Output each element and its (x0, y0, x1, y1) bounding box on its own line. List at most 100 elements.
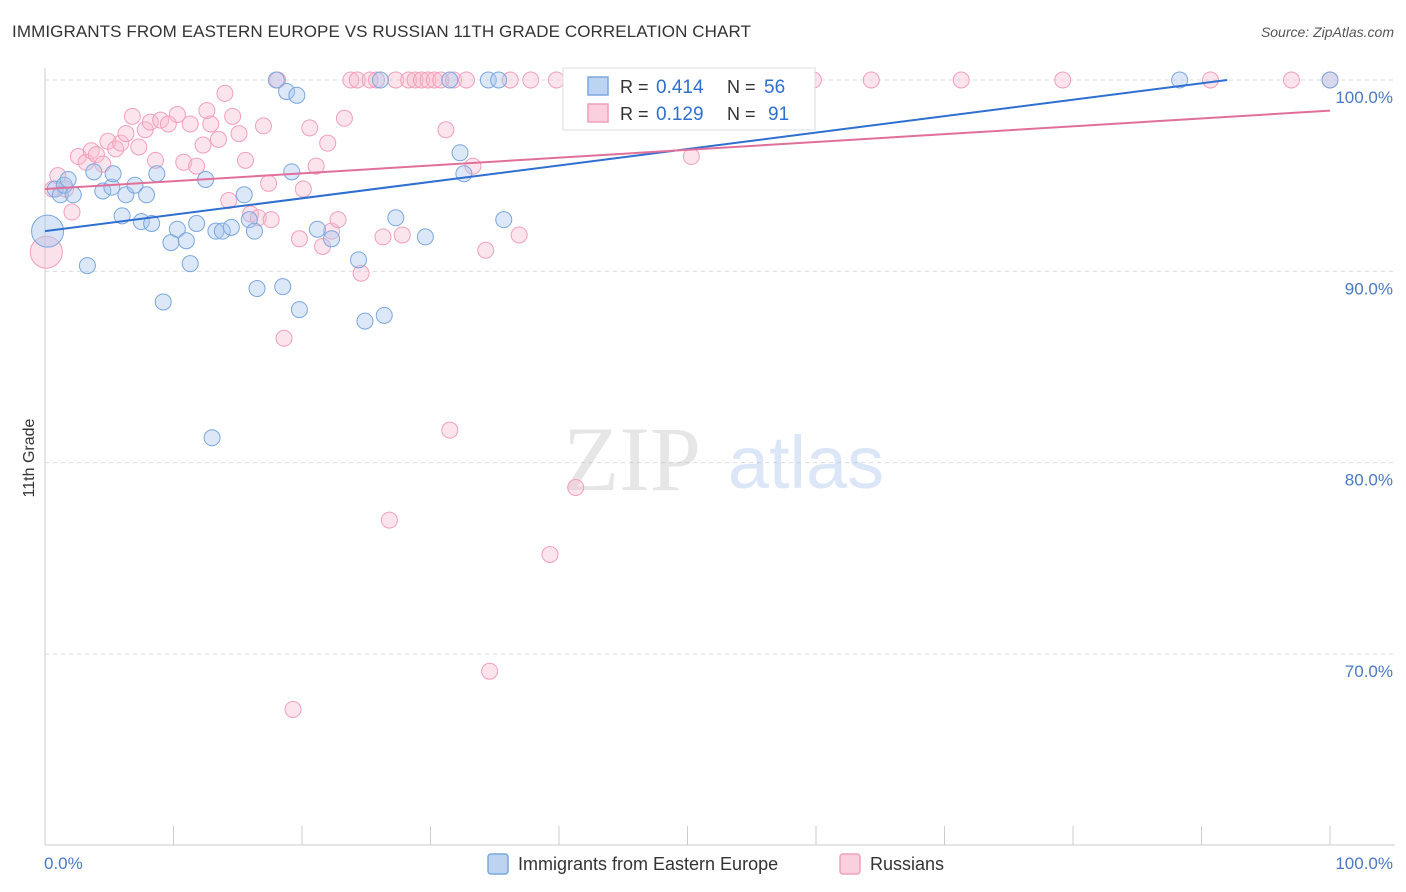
eastern-europe-point-12 (117, 186, 135, 204)
bottom-legend-label-pink: Russians (870, 854, 944, 874)
russians-point-29 (216, 84, 234, 102)
eastern-europe-point-9 (103, 178, 121, 196)
russians-point-26 (198, 102, 216, 120)
watermark: ZIP atlas (563, 408, 884, 510)
russians-trend-line (44, 109, 1331, 191)
eastern-europe-point-44 (375, 306, 393, 324)
x-tick-label-1: 100.0% (1335, 854, 1393, 873)
russians-point-24 (188, 157, 206, 175)
legend-r-value-pink: 0.129 (656, 104, 704, 125)
eastern-europe-point-35 (278, 82, 296, 100)
russians-point-37 (260, 174, 278, 192)
russians-point-68 (445, 71, 463, 89)
y-tick-labels: 100.0% 90.0% 80.0% 70.0% (1335, 88, 1393, 681)
legend-n-value-pink: 91 (768, 104, 789, 125)
russians-point-13 (117, 125, 135, 143)
chart-title: IMMIGRANTS FROM EASTERN EUROPE VS RUSSIA… (12, 22, 752, 41)
russians-point-67 (441, 421, 459, 439)
russians-point-54 (361, 71, 379, 89)
russians-point-51 (342, 71, 360, 89)
russians-point-71 (477, 241, 495, 259)
eastern-europe-point-37 (288, 86, 306, 104)
russians-point-65 (432, 71, 450, 89)
russians-point-41 (284, 700, 302, 718)
eastern-europe-point-4 (59, 170, 77, 188)
eastern-europe-point-21 (177, 232, 195, 250)
russians-point-31 (224, 107, 242, 125)
russians-point-77 (547, 71, 565, 89)
eastern-europe-point-38 (290, 301, 308, 319)
russians-point-25 (194, 136, 212, 154)
russians-point-57 (380, 511, 398, 529)
x-tick-label-0: 0.0% (44, 854, 83, 873)
russians-point-64 (425, 71, 443, 89)
eastern-europe-point-36 (283, 163, 301, 181)
legend-n-value-blue: 56 (764, 77, 785, 98)
eastern-europe-point-47 (441, 71, 459, 89)
y-axis-label: 11th Grade (21, 418, 38, 497)
russians-point-8 (87, 146, 105, 164)
bottom-legend-swatch-blue (487, 853, 509, 875)
eastern-europe-point-52 (495, 211, 513, 229)
russians-point-58 (387, 71, 405, 89)
russians-point-43 (294, 180, 312, 198)
russians-point-76 (541, 546, 559, 564)
eastern-europe-point-2 (51, 186, 69, 204)
russians-point-49 (329, 211, 347, 229)
russians-point-53 (352, 264, 370, 282)
russians-point-34 (242, 205, 260, 223)
eastern-europe-point-28 (222, 218, 240, 236)
russians-point-14 (123, 107, 141, 125)
eastern-europe-point-43 (371, 71, 389, 89)
bottom-legend-swatch-pink (839, 853, 861, 875)
y-tick-label-1: 90.0% (1345, 279, 1393, 298)
russians-point-61 (406, 71, 424, 89)
watermark-zip: ZIP (563, 408, 701, 510)
russians-point-38 (262, 211, 280, 229)
russians-point-69 (457, 71, 475, 89)
russians-point-40 (275, 329, 293, 347)
russians-point-56 (374, 228, 392, 246)
eastern-europe-point-7 (85, 163, 103, 181)
watermark-atlas: atlas (728, 421, 884, 504)
eastern-europe-point-31 (245, 222, 263, 240)
russians-point-2 (49, 167, 67, 185)
eastern-europe-point-33 (267, 71, 285, 89)
eastern-europe-point-18 (154, 293, 172, 311)
russians-point-63 (419, 71, 437, 89)
y-tick-label-2: 80.0% (1345, 471, 1393, 490)
eastern-europe-point-25 (203, 429, 221, 447)
eastern-europe-point-48 (451, 144, 469, 162)
eastern-europe-point-42 (356, 312, 374, 330)
russians-point-17 (141, 113, 159, 131)
russians-point-12 (112, 134, 130, 152)
eastern-europe-point-32 (248, 280, 266, 298)
russians-point-72 (481, 662, 499, 680)
eastern-europe-point-40 (323, 230, 341, 248)
russians-point-28 (209, 130, 227, 148)
legend-r-label-pink: R = (620, 104, 649, 124)
eastern-europe-points (31, 71, 1339, 447)
eastern-europe-point-20 (168, 220, 186, 238)
russians-point-36 (254, 117, 272, 135)
russians-point-42 (290, 230, 308, 248)
russians-point-75 (522, 71, 540, 89)
russians-point-18 (147, 151, 165, 169)
legend-swatch-blue (587, 76, 609, 96)
eastern-europe-point-49 (455, 165, 473, 183)
eastern-europe-point-17 (148, 165, 166, 183)
russians-point-50 (335, 109, 353, 127)
eastern-europe-point-13 (126, 176, 144, 194)
source-label: Source: ZipAtlas.com (1260, 24, 1394, 40)
russians-point-87 (1054, 71, 1072, 89)
eastern-europe-point-27 (213, 222, 231, 240)
eastern-europe-point-5 (64, 186, 82, 204)
bottom-legend-label-blue: Immigrants from Eastern Europe (518, 854, 778, 874)
eastern-europe-point-6 (78, 257, 96, 275)
eastern-europe-point-51 (490, 71, 508, 89)
russians-point-22 (175, 153, 193, 171)
eastern-europe-point-23 (188, 215, 206, 232)
eastern-europe-point-15 (138, 186, 156, 204)
x-tick-labels: 0.0% 100.0% (44, 854, 1393, 873)
